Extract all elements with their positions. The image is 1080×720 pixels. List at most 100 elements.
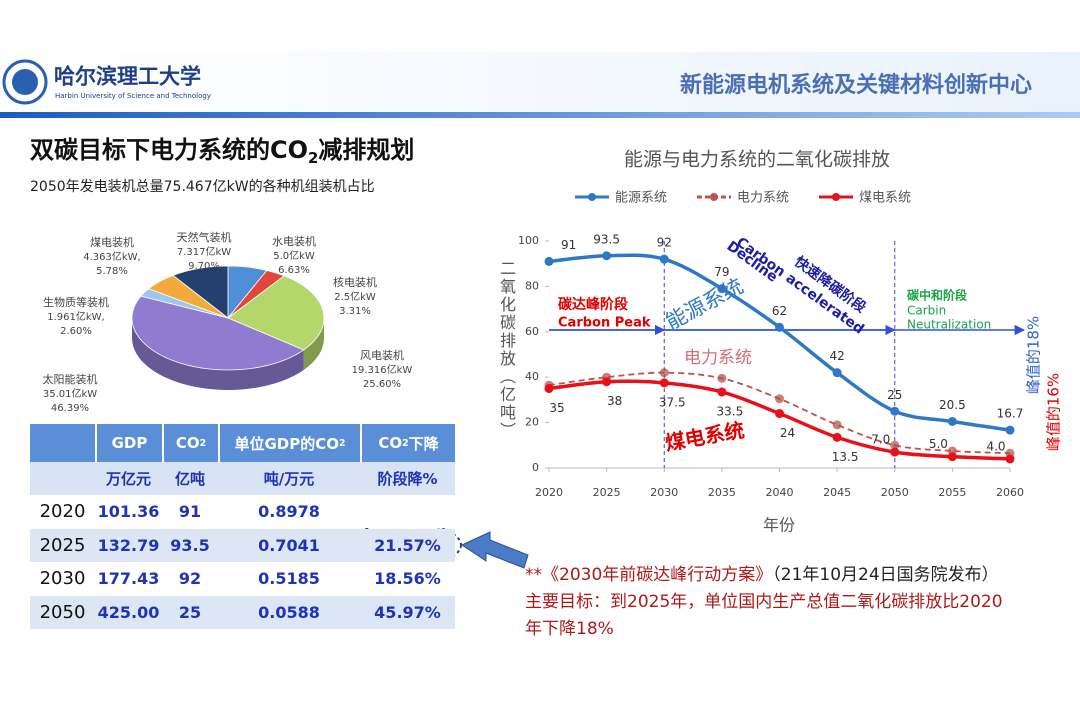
logo-core bbox=[12, 69, 38, 95]
slice-value: 6.63% bbox=[278, 265, 310, 276]
y-tick-label: 80 bbox=[525, 279, 539, 292]
column-header: GDP bbox=[95, 424, 162, 462]
data-label: 79 bbox=[714, 265, 729, 279]
x-tick-label: 2060 bbox=[996, 486, 1024, 499]
header-band bbox=[0, 52, 1080, 114]
data-label: 37.5 bbox=[659, 395, 686, 409]
legend-label: 煤电系统 bbox=[859, 191, 911, 206]
x-tick-label: 2020 bbox=[535, 486, 563, 499]
slice bbox=[227, 275, 325, 351]
column-header: CO 2 下降 bbox=[360, 424, 455, 462]
slice-value: 3.31% bbox=[339, 306, 371, 317]
value-cell: 0.7041 bbox=[218, 529, 360, 562]
unit-text: 亿吨 bbox=[174, 470, 205, 488]
school-name-en: Harbin University of Science and Technol… bbox=[55, 92, 211, 100]
header-text: CO bbox=[378, 434, 403, 452]
slice-capacity: 19.316亿kW bbox=[352, 363, 413, 376]
data-label: 25 bbox=[887, 388, 902, 402]
x-tick-label: 2050 bbox=[881, 486, 909, 499]
legend-marker bbox=[588, 193, 596, 201]
header-text: 单位GDP的CO bbox=[234, 434, 340, 453]
unit-cell: 万亿元 bbox=[95, 462, 162, 495]
slice-capacity: 2.5亿kW bbox=[334, 290, 376, 303]
subscript: 2 bbox=[339, 437, 346, 449]
note: **《2030年前碳达峰行动方案》（21年10月24日国务院发布） 主要目标：到2… bbox=[525, 562, 1010, 643]
data-point bbox=[602, 377, 612, 387]
data-point bbox=[717, 284, 727, 294]
cell-text: 177.43 bbox=[97, 569, 160, 588]
table-row bbox=[30, 495, 455, 528]
x-tick-label: 2040 bbox=[766, 486, 794, 499]
slice-label: 核电装机 bbox=[333, 275, 377, 289]
slice-side bbox=[132, 318, 304, 390]
y-tick-label: 20 bbox=[525, 416, 539, 429]
legend-marker bbox=[710, 193, 718, 201]
data-label: 92 bbox=[657, 236, 672, 250]
data-point bbox=[775, 322, 784, 332]
data-point bbox=[544, 256, 554, 266]
cell-text: 45.97% bbox=[374, 602, 441, 622]
annotation: 碳达峰阶段 bbox=[558, 296, 628, 313]
cell-text: 91 bbox=[178, 502, 202, 521]
slice-label: 风电装机 bbox=[360, 348, 404, 362]
x-axis-label: 年份 bbox=[763, 516, 795, 535]
y-tick-label: 60 bbox=[525, 325, 539, 338]
header-text: 下降 bbox=[408, 434, 439, 453]
unit-cell: 亿吨 bbox=[162, 462, 218, 495]
pointer-arrow bbox=[460, 531, 529, 569]
data-point bbox=[947, 452, 957, 462]
slice-capacity: 1.961亿kW, bbox=[47, 310, 105, 323]
data-label: 4.0 bbox=[986, 439, 1005, 453]
legend-label: 电力系统 bbox=[737, 191, 789, 206]
value-cell: 25 bbox=[162, 596, 218, 629]
chart-title: 能源与电力系统的二氧化碳排放 bbox=[624, 149, 890, 171]
value-cell: 0.0588 bbox=[218, 596, 360, 629]
value-cell: 0.5185 bbox=[218, 562, 360, 595]
center-name: 新能源电机系统及关键材料创新中心 bbox=[680, 72, 1032, 98]
cell-text: 2030 bbox=[39, 568, 86, 589]
slice-capacity: 4.363亿kW, bbox=[83, 250, 141, 263]
header-rule bbox=[0, 112, 1080, 118]
cell-text: 2050 bbox=[39, 601, 86, 623]
data-point bbox=[890, 440, 900, 450]
cell-text: 21.57% bbox=[374, 535, 441, 555]
data-point bbox=[1005, 454, 1015, 464]
data-point bbox=[775, 409, 784, 419]
cell-text: 93.5 bbox=[170, 535, 210, 555]
subscript: 2 bbox=[199, 437, 207, 449]
unit-text: 万亿元 bbox=[105, 470, 151, 488]
slice-label: 太阳能装机 bbox=[43, 372, 98, 386]
title-text: 减排规划 bbox=[318, 136, 415, 164]
cell-text: 18.56% bbox=[374, 569, 441, 588]
data-label: 91 bbox=[561, 238, 576, 252]
y-tick-label: 40 bbox=[525, 370, 539, 383]
data-label: 62 bbox=[772, 304, 787, 318]
note-goal: 主要目标：到2025年，单位国内生产总值二氧化碳排放比2020年下降18% bbox=[525, 592, 1003, 639]
year-cell: 2020 bbox=[30, 495, 95, 528]
slice-value: 46.39% bbox=[51, 403, 89, 414]
data-point bbox=[1005, 425, 1015, 435]
value-cell: 101.36 bbox=[95, 495, 162, 528]
cell-text: 2020 bbox=[39, 501, 86, 522]
data-label: 13.5 bbox=[832, 450, 859, 464]
value-cell: 93.5 bbox=[162, 529, 218, 562]
data-label: 33.5 bbox=[717, 404, 744, 418]
table-row bbox=[30, 562, 455, 595]
data-label: 38 bbox=[607, 394, 622, 408]
y-tick-label: 100 bbox=[518, 234, 539, 247]
slice-side bbox=[303, 318, 324, 370]
slice-capacity: 7.317亿kW bbox=[177, 245, 231, 258]
unit-text: 吨/万元 bbox=[263, 470, 315, 488]
annotation: Neutralization bbox=[907, 318, 991, 332]
value-cell: 45.97% bbox=[360, 596, 455, 629]
value-cell: 91 bbox=[162, 495, 218, 528]
annotation: 能源系统 bbox=[662, 274, 747, 335]
table-header-row bbox=[30, 424, 455, 462]
note-source: **《2030年前碳达峰行动方案》 bbox=[525, 565, 773, 585]
slice-value: 25.60% bbox=[363, 379, 401, 390]
data-label: 42 bbox=[829, 349, 844, 363]
annotation: Carbin bbox=[907, 304, 946, 318]
year-cell: 2030 bbox=[30, 562, 95, 595]
slide-title: 双碳目标下电力系统的CO2减排规划 bbox=[30, 130, 414, 167]
